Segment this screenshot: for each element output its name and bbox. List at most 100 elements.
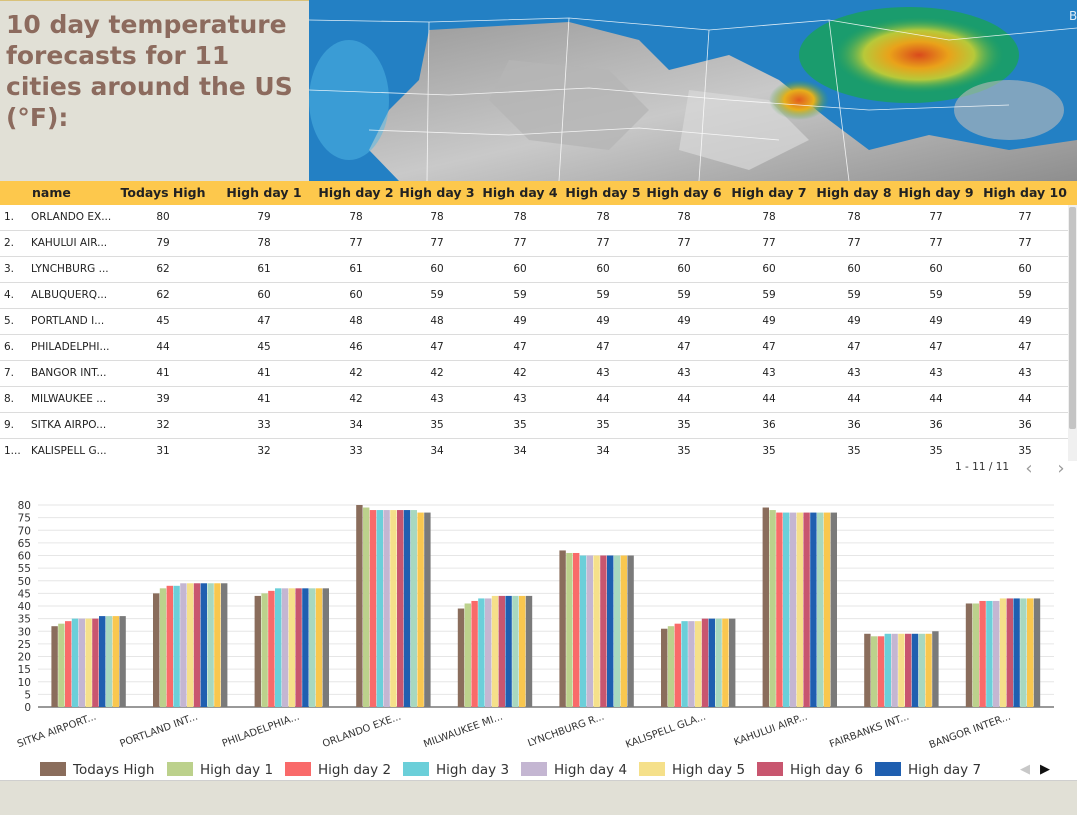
row-temperature-cell: 78 xyxy=(847,211,861,223)
row-temperature-cell: 59 xyxy=(847,289,861,301)
table-header: name Todays High High day 1 High day 2 H… xyxy=(0,181,1077,205)
table-row[interactable]: 4. ALBUQUERQ... 62 60 60 59 59 59 59 59 59 59 59 xyxy=(0,283,1068,309)
table-row[interactable]: 6. PHILADELPHI... 44 45 46 47 47 47 47 47 47 47 47 xyxy=(0,335,1068,361)
table-scrollbar[interactable] xyxy=(1068,205,1077,461)
chart-bar xyxy=(403,510,411,707)
legend-item[interactable]: Todays High xyxy=(40,761,154,779)
chart-bar xyxy=(925,633,932,707)
chart-bar xyxy=(78,618,85,708)
row-temperature-cell: 49 xyxy=(596,315,610,327)
row-temperature-cell: 35 xyxy=(513,419,527,431)
chart-bar xyxy=(166,585,173,707)
table-row[interactable]: 5. PORTLAND I... 45 47 48 48 49 49 49 49 49 49 49 xyxy=(0,309,1068,335)
legend-prev-icon[interactable]: ◀ xyxy=(1020,762,1030,777)
chart-bar xyxy=(221,583,228,707)
chart-bar xyxy=(695,621,702,707)
legend-item[interactable]: High day 5 xyxy=(639,761,745,779)
legend-label: High day 6 xyxy=(790,762,864,778)
column-header-high-day-6[interactable]: High day 6 xyxy=(646,185,722,200)
chart-bar xyxy=(891,633,898,707)
row-temperature-cell: 77 xyxy=(847,237,861,249)
chart-bar xyxy=(708,618,715,708)
chart-bar xyxy=(71,618,79,708)
legend-label: High day 3 xyxy=(436,762,510,778)
chart-bar xyxy=(661,628,668,707)
row-index: 6. xyxy=(4,341,15,353)
page-title: 10 day temperature forecasts for 11 citi… xyxy=(6,10,293,132)
chart-bar xyxy=(410,510,417,707)
chart-bar xyxy=(268,590,275,707)
legend-item[interactable]: High day 4 xyxy=(521,761,627,779)
column-header-todays-high[interactable]: Todays High xyxy=(120,185,206,200)
y-tick-label: 35 xyxy=(18,614,31,626)
column-header-high-day-9[interactable]: High day 9 xyxy=(898,185,974,200)
legend-item[interactable]: High day 2 xyxy=(285,761,391,779)
legend-label: High day 7 xyxy=(908,762,982,778)
y-tick-label: 30 xyxy=(18,626,31,638)
row-temperature-cell: 43 xyxy=(762,367,776,379)
row-temperature-cell: 42 xyxy=(349,393,363,405)
chart-bar xyxy=(105,616,113,707)
chart-bar xyxy=(1013,598,1020,707)
chart-bar xyxy=(613,555,621,707)
row-temperature-cell: 78 xyxy=(677,211,691,223)
table-body: 1. ORLANDO EX... 80 79 78 78 78 78 78 78 78 77 77 2. K… xyxy=(0,205,1068,461)
row-temperature-cell: 43 xyxy=(677,367,691,379)
chart-bar xyxy=(478,598,485,707)
chart-bar xyxy=(512,595,519,707)
chart-bar xyxy=(579,555,587,707)
column-header-high-day-1[interactable]: High day 1 xyxy=(226,185,302,200)
table-row[interactable]: 8. MILWAUKEE ... 39 41 42 43 43 44 44 44 44 44 44 xyxy=(0,387,1068,413)
row-index: 9. xyxy=(4,419,15,431)
row-temperature-cell: 78 xyxy=(596,211,610,223)
chart-bar xyxy=(573,552,580,707)
chart-bar xyxy=(153,593,160,708)
column-header-high-day-10[interactable]: High day 10 xyxy=(983,185,1067,200)
legend-label: Todays High xyxy=(73,762,155,778)
previous-page-icon[interactable]: ‹ xyxy=(1025,458,1033,479)
row-temperature-cell: 77 xyxy=(1018,211,1032,223)
next-page-icon[interactable]: › xyxy=(1057,458,1065,479)
column-header-name[interactable]: name xyxy=(32,185,71,200)
chart-bar xyxy=(397,510,404,707)
row-index: 8. xyxy=(4,393,15,405)
row-city-name: BANGOR INT... xyxy=(31,367,107,379)
column-header-high-day-2[interactable]: High day 2 xyxy=(318,185,394,200)
y-tick-label: 20 xyxy=(18,652,31,664)
legend-item[interactable]: High day 6 xyxy=(757,761,863,779)
column-header-high-day-5[interactable]: High day 5 xyxy=(565,185,641,200)
y-tick-label: 10 xyxy=(18,677,31,689)
legend-item[interactable]: High day 3 xyxy=(403,761,509,779)
table-row[interactable]: 3. LYNCHBURG ... 62 61 61 60 60 60 60 60 60 60 60 xyxy=(0,257,1068,283)
row-temperature-cell: 31 xyxy=(156,445,170,457)
row-temperature-cell: 49 xyxy=(929,315,943,327)
row-temperature-cell: 60 xyxy=(430,263,444,275)
row-temperature-cell: 43 xyxy=(1018,367,1032,379)
column-header-high-day-8[interactable]: High day 8 xyxy=(816,185,892,200)
chart-bar xyxy=(302,588,309,707)
row-temperature-cell: 43 xyxy=(513,393,527,405)
x-tick-label: PORTLAND INT... xyxy=(118,711,199,749)
chart-bar xyxy=(193,583,201,707)
chart-bar xyxy=(681,621,688,707)
table-row[interactable]: 1... KALISPELL G... 31 32 33 34 34 34 35 35 35 35 35 xyxy=(0,439,1068,461)
legend-next-icon[interactable]: ▶ xyxy=(1040,762,1050,777)
column-header-high-day-4[interactable]: High day 4 xyxy=(482,185,558,200)
table-row[interactable]: 2. KAHULUI AIR... 79 78 77 77 77 77 77 77 77 77 77 xyxy=(0,231,1068,257)
row-temperature-cell: 60 xyxy=(677,263,691,275)
chart-bar xyxy=(119,616,126,707)
table-row[interactable]: 1. ORLANDO EX... 80 79 78 78 78 78 78 78 78 77 77 xyxy=(0,205,1068,231)
y-tick-label: 70 xyxy=(18,525,31,537)
table-row[interactable]: 9. SITKA AIRPO... 32 33 34 35 35 35 35 36 36 36 36 xyxy=(0,413,1068,439)
column-header-high-day-3[interactable]: High day 3 xyxy=(399,185,475,200)
table-scrollbar-thumb[interactable] xyxy=(1069,207,1076,429)
column-header-high-day-7[interactable]: High day 7 xyxy=(731,185,807,200)
table-row[interactable]: 7. BANGOR INT... 41 41 42 42 42 43 43 43 43 43 43 xyxy=(0,361,1068,387)
legend-swatch xyxy=(875,762,901,776)
legend-swatch xyxy=(167,762,193,776)
row-temperature-cell: 34 xyxy=(513,445,527,457)
chart-bar xyxy=(918,633,925,707)
row-temperature-cell: 43 xyxy=(430,393,444,405)
legend-item[interactable]: High day 7 xyxy=(875,761,981,779)
legend-item[interactable]: High day 1 xyxy=(167,761,273,779)
